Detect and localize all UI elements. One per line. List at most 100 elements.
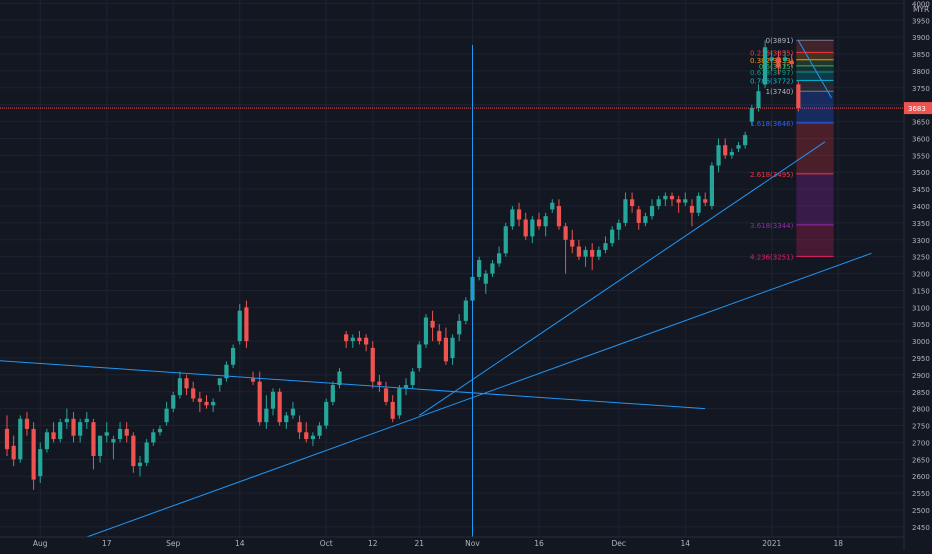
candle-body bbox=[324, 401, 329, 426]
candle-body bbox=[596, 249, 601, 257]
candle-body bbox=[749, 108, 754, 122]
price-tick-label: 3750 bbox=[912, 85, 930, 93]
candle-body bbox=[383, 388, 389, 402]
candle-body bbox=[231, 347, 236, 365]
price-tick-label: 2700 bbox=[912, 439, 930, 447]
candle-body bbox=[623, 199, 628, 223]
candle-body bbox=[104, 432, 109, 436]
candle-body bbox=[430, 320, 435, 328]
candle-body bbox=[776, 57, 781, 68]
price-axis[interactable]: 2450 2500 2550 2600 2650 2700 2750 2800 2850 2900… bbox=[903, 0, 932, 550]
candle-body bbox=[576, 246, 581, 257]
fib-level-label: 4.236(3251) bbox=[750, 253, 794, 261]
candle-body bbox=[523, 219, 528, 237]
candle-body bbox=[357, 337, 362, 342]
candle-body bbox=[117, 428, 123, 440]
time-tick-label: 14 bbox=[235, 539, 245, 548]
price-tick-label: 3550 bbox=[912, 152, 930, 160]
trendlines[interactable] bbox=[0, 40, 872, 538]
price-tick-label: 2800 bbox=[912, 406, 930, 414]
candle-body bbox=[71, 418, 76, 436]
candle-body bbox=[649, 206, 655, 217]
price-tick-label: 2550 bbox=[912, 490, 930, 498]
price-tick-label: 4000 bbox=[912, 0, 930, 8]
candle-body bbox=[450, 337, 455, 358]
time-tick-label: 16 bbox=[534, 539, 544, 548]
candle-body bbox=[536, 219, 542, 227]
candle-body bbox=[284, 415, 289, 423]
price-tick-label: 3450 bbox=[912, 186, 930, 194]
candle-body bbox=[304, 432, 309, 440]
candle-body bbox=[51, 432, 56, 440]
candle-body bbox=[729, 151, 734, 156]
fib-zone bbox=[796, 91, 834, 123]
candle-body bbox=[723, 145, 728, 156]
candle-body bbox=[250, 378, 256, 382]
last-price-label: 3683 bbox=[908, 105, 926, 113]
candle-body bbox=[550, 202, 555, 210]
time-tick-label: 21 bbox=[415, 539, 425, 548]
candle-body bbox=[463, 300, 468, 321]
candle-body bbox=[164, 408, 169, 423]
candle-body bbox=[144, 442, 149, 463]
fib-level-label: 0.618(3797) bbox=[750, 69, 794, 77]
candle-body bbox=[656, 199, 661, 207]
candle-body bbox=[217, 378, 222, 386]
time-axis[interactable]: Aug 17 Sep 14 Oct 12 21 Nov 16 Dec 14 2021 18 bbox=[0, 536, 904, 548]
candle-body bbox=[590, 249, 595, 257]
candle-body bbox=[257, 381, 262, 423]
price-tick-label: 3050 bbox=[912, 321, 930, 329]
time-tick-label: Dec bbox=[612, 539, 627, 548]
candle-body bbox=[756, 91, 761, 109]
candle-body bbox=[204, 401, 209, 406]
fib-level-label: 1(3740) bbox=[766, 88, 794, 96]
price-tick-label: 2450 bbox=[912, 524, 930, 532]
candle-body bbox=[11, 445, 16, 460]
fib-level-label: 0.5(3815) bbox=[759, 63, 794, 71]
price-tick-label: 3150 bbox=[912, 287, 930, 295]
candle-body bbox=[483, 273, 488, 284]
price-tick-label: 2750 bbox=[912, 423, 930, 431]
candle-body bbox=[370, 347, 375, 382]
candle-body bbox=[570, 239, 575, 247]
candle-body bbox=[676, 199, 681, 203]
fib-zone bbox=[796, 224, 834, 257]
candle-body bbox=[437, 330, 442, 342]
last-price-tag bbox=[904, 102, 932, 115]
trendline bbox=[419, 141, 826, 416]
candle-body bbox=[669, 195, 675, 200]
candle-body bbox=[337, 371, 342, 386]
candle-body bbox=[457, 320, 462, 335]
candle-body bbox=[636, 209, 641, 223]
price-tick-label: 2650 bbox=[912, 456, 930, 464]
fib-zone bbox=[796, 80, 834, 92]
candle-body bbox=[317, 425, 322, 436]
candle-body bbox=[330, 385, 335, 402]
price-tick-label: 3950 bbox=[912, 17, 930, 25]
candle-body bbox=[124, 428, 129, 436]
candle-body bbox=[270, 391, 276, 409]
candle-body bbox=[403, 385, 409, 389]
candle-body bbox=[716, 145, 721, 166]
fib-zone bbox=[796, 52, 834, 60]
candle-body bbox=[157, 428, 163, 433]
price-tick-label: 3000 bbox=[912, 338, 930, 346]
candle-body bbox=[583, 249, 588, 257]
price-tick-label: 3200 bbox=[912, 271, 930, 279]
candle-body bbox=[44, 432, 49, 450]
candle-body bbox=[78, 422, 83, 436]
candle-body bbox=[503, 226, 508, 254]
time-tick-label: 14 bbox=[681, 539, 691, 548]
candle-body bbox=[18, 418, 23, 460]
fibonacci-extension[interactable]: 0(3891)0.236(3855)0.382(3833)0.5(3815)0.… bbox=[750, 37, 834, 261]
candle-body bbox=[290, 408, 296, 416]
candle-body bbox=[643, 216, 648, 223]
candle-body bbox=[191, 388, 196, 399]
candle-body bbox=[171, 395, 176, 409]
candle-body bbox=[397, 388, 402, 416]
candle-body bbox=[364, 337, 369, 345]
candle-body bbox=[64, 418, 69, 423]
candle-body bbox=[197, 398, 202, 402]
